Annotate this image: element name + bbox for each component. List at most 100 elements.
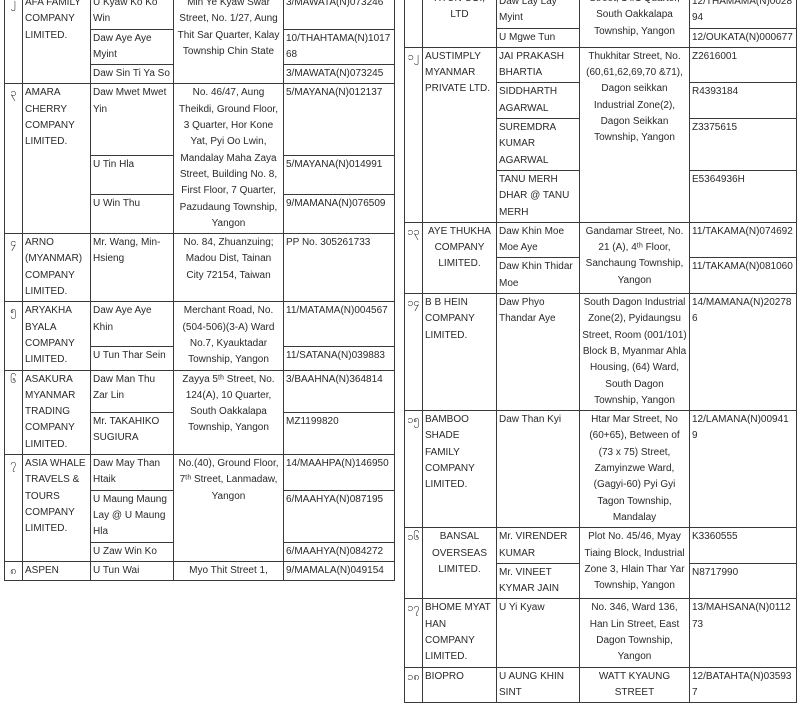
- address: No. 346, Ward 136, Han Lin Street, East …: [579, 598, 690, 668]
- person-name: Daw Aye Aye Khin: [90, 301, 174, 347]
- company-name: B B HEIN COMPANY LIMITED.: [422, 293, 497, 412]
- company-name: AYE THUKHA COMPANY LIMITED.: [422, 221, 497, 295]
- table-row: ၁၄ B B HEIN COMPANY LIMITED. Daw Phyo Than…: [404, 293, 797, 412]
- id-number: 11/TAKAMA(N)074692: [689, 221, 797, 259]
- company-name: ARYAKHA BYALA COMPANY LIMITED.: [22, 301, 91, 371]
- person-name: Daw Aye Aye Myint: [90, 28, 174, 66]
- company-name: AUSTIMPLY MYANMAR PRIVATE LTD.: [422, 46, 497, 223]
- person-name: Mr. VIRENDER KUMAR: [496, 527, 580, 564]
- id-number: 14/MAMANA(N)202786: [689, 293, 797, 412]
- person-name: SUREMDRA KUMAR AGARWAL: [496, 118, 580, 171]
- id-number: Z3375615: [689, 118, 797, 171]
- person-name: Daw Man Thu Zar Lin: [90, 369, 174, 413]
- person-name: Mr. Wang, Min-Hsieng: [90, 233, 174, 303]
- person-name: U Maung Maung Lay @ U Maung Hla: [90, 489, 174, 543]
- person-name: U Tun Wai: [90, 560, 174, 582]
- person-name: U Yi Kyaw: [496, 598, 580, 668]
- address: Merchant Road, No.(504-506)(3-A) Ward No…: [173, 301, 284, 371]
- table-row: Daw Sin Ti Ya So 3/MAWATA(N)073245: [5, 64, 395, 85]
- id-number: 9/MAMALA(N)049154: [283, 560, 395, 582]
- row-number: ၁၈: [404, 666, 423, 703]
- address: No. 46/47, Aung Theikdi, Ground Floor, 3…: [173, 83, 284, 235]
- person-name: U Mgwe Tun: [496, 27, 580, 48]
- row-number: ၁၂: [404, 46, 423, 223]
- company-name: ARNO (MYANMAR) COMPANY LIMITED.: [22, 233, 91, 303]
- person-name: JAI PRAKASH BHARTIA: [496, 46, 580, 84]
- address: Thukhitar Street, No. (60,61,62,69,70 &7…: [579, 46, 690, 223]
- person-name: SIDDHARTH AGARWAL: [496, 82, 580, 120]
- table-row: SUREMDRA KUMAR AGARWAL Z3375615: [405, 118, 797, 171]
- table-row: ၁၈ BIOPRO U AUNG KHIN SINT WATT KYAUNG STRE…: [404, 666, 797, 703]
- address: WATT KYAUNG STREET: [579, 666, 690, 703]
- table-row: ၇ ASIA WHALE TRAVELS & TOURS COMPANY LIMI…: [4, 454, 395, 562]
- row-number: ၁၃: [404, 221, 423, 295]
- row-number: ၁၇: [404, 598, 423, 668]
- id-number: 6/MAAHYA(N)084272: [283, 541, 395, 562]
- table-row: ၁၅ BAMBOO SHADE FAMILY COMPANY LIMITED. Da…: [404, 410, 797, 529]
- table-row: ၆ ASAKURA MYANMAR TRADING COMPANY LIMITED…: [4, 369, 395, 456]
- table-row: U Maung Maung Lay @ U Maung Hla 6/MAAHYA(…: [5, 489, 395, 543]
- row-number: ၆: [4, 369, 23, 456]
- id-number: E5364936H: [689, 169, 797, 223]
- person-name: U AUNG KHIN SINT: [496, 666, 580, 703]
- address: Min Ye Kyaw Swar Street, No. 1/27, Aung …: [173, 0, 284, 85]
- id-number: Z2616001: [689, 46, 797, 84]
- id-number: 11/TAKAMA(N)081060: [689, 257, 797, 295]
- id-number: PP No. 305261733: [283, 233, 395, 303]
- id-number: 11/MATAMA(N)004567: [283, 301, 395, 347]
- company-name: ASIA WHALE TRAVELS & TOURS COMPANY LIMIT…: [22, 454, 91, 562]
- person-name: Daw Khin Moe Moe Aye: [496, 221, 580, 259]
- table-row: TANU MERH DHAR @ TANU MERH E5364936H: [405, 169, 797, 223]
- id-number: MZ1199820: [283, 411, 395, 456]
- address: Street, 14/1 Quarter, South Oakkalapa To…: [579, 0, 690, 48]
- table-row: ၁၂ AUSTIMPLY MYANMAR PRIVATE LTD. JAI PRAK…: [404, 46, 797, 223]
- row-number: ၂: [4, 0, 23, 85]
- person-name: U Zaw Win Ko: [90, 541, 174, 562]
- person-name: U Win Thu: [90, 194, 174, 235]
- person-name: Daw Than Kyi: [496, 410, 580, 529]
- id-number: R4393184: [689, 82, 797, 120]
- id-number: 3/MAWATA(N)073245: [283, 64, 395, 85]
- person-name: Daw Khin Thidar Moe: [496, 257, 580, 295]
- id-number: 12/OUKATA(N)000677: [689, 27, 797, 48]
- company-directors-table-left: ၂ AFA FAMILY COMPANY LIMITED. U Kyaw Ko Ko…: [4, 0, 395, 582]
- id-number: 10/THAHTAMA(N)101768: [283, 28, 395, 66]
- id-number: 12/LAMANA(N)009419: [689, 410, 797, 529]
- row-number: ၁၄: [404, 293, 423, 412]
- company-name: BAMBOO SHADE FAMILY COMPANY LIMITED.: [422, 410, 497, 529]
- id-number: 5/MAYANA(N)012137: [283, 83, 395, 157]
- row-number: ၁၅: [404, 410, 423, 529]
- row-number: ၃: [4, 83, 23, 235]
- person-name: Daw Lay Lay Myint: [496, 0, 580, 29]
- person-name: Daw Sin Ti Ya So: [90, 64, 174, 85]
- address: Gandamar Street, No. 21 (A), 4ᵗʰ Floor, …: [579, 221, 690, 295]
- person-name: Daw Phyo Thandar Aye: [496, 293, 580, 412]
- table-row: Daw Lay Lay Myint 12/THAMAMA(N)002894: [405, 0, 797, 29]
- address: South Dagon Industrial Zone(2), Pyidaung…: [579, 293, 690, 412]
- id-number: 5/MAYANA(N)014991: [283, 155, 395, 196]
- table-row: U Mgwe Tun 12/OUKATA(N)000677: [405, 27, 797, 48]
- table-row: ၈ ASPEN U Tun Wai Myo Thit Street 1, 9/MAMAL…: [4, 560, 395, 582]
- person-name: Mr. TAKAHIKO SUGIURA: [90, 411, 174, 456]
- id-number: 13/MAHSANA(N)011273: [689, 598, 797, 668]
- table-row: Daw Khin Thidar Moe 11/TAKAMA(N)081060: [405, 257, 797, 295]
- row-number: ၈: [4, 560, 23, 582]
- address: Plot No. 45/46, Myay Tiaing Block, Indus…: [579, 527, 690, 600]
- id-number: 14/MAAHPA(N)146950: [283, 454, 395, 491]
- company-directors-table-right: HTUN CO., LTD Street, 14/1 Quarter, South…: [404, 0, 797, 703]
- table-row: ၄ ARNO (MYANMAR) COMPANY LIMITED. Mr. Wang…: [4, 233, 395, 303]
- person-name: U Tun Thar Sein: [90, 345, 174, 371]
- company-name: AMARA CHERRY COMPANY LIMITED.: [22, 83, 91, 235]
- row-number: ၇: [4, 454, 23, 562]
- id-number: 3/MAWATA(N)073246: [283, 0, 395, 30]
- address: Myo Thit Street 1,: [173, 560, 284, 582]
- id-number: 9/MAMANA(N)076509: [283, 194, 395, 235]
- person-name: Daw May Than Htaik: [90, 454, 174, 491]
- id-number: 3/BAAHNA(N)364814: [283, 369, 395, 413]
- id-number: 12/BATAHTA(N)035937: [689, 666, 797, 703]
- company-name: ASPEN: [22, 560, 91, 582]
- row-number: [404, 0, 423, 48]
- id-number: 6/MAAHYA(N)087195: [283, 489, 395, 543]
- person-name: U Tin Hla: [90, 155, 174, 196]
- table-row: U Win Thu 9/MAMANA(N)076509: [5, 194, 395, 235]
